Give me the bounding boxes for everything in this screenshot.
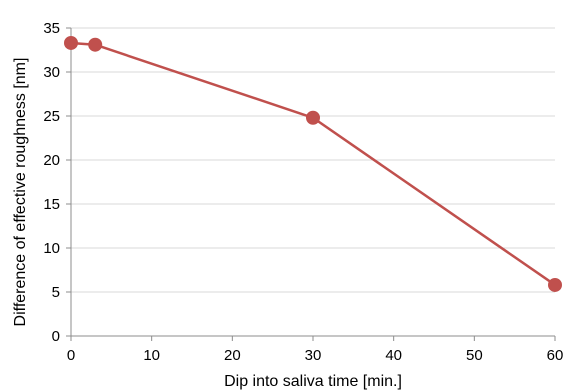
y-tick-label-5: 25 bbox=[43, 108, 60, 125]
y-tick-label-3: 15 bbox=[43, 196, 60, 213]
axes bbox=[70, 28, 555, 337]
data-point-0 bbox=[64, 35, 78, 50]
x-axis-title: Dip into saliva time [min.] bbox=[224, 373, 402, 390]
x-tick-label-5: 50 bbox=[466, 347, 483, 364]
y-tick-label-7: 35 bbox=[43, 20, 60, 37]
tick-labels: 0 5 10 15 20 25 30 35 0 10 20 30 40 50 60 bbox=[43, 20, 563, 364]
x-tick-label-6: 60 bbox=[547, 347, 564, 364]
data-point-1 bbox=[88, 37, 103, 52]
y-tick-label-1: 5 bbox=[52, 284, 60, 301]
gridlines bbox=[71, 27, 555, 293]
x-tick-label-3: 30 bbox=[305, 347, 322, 364]
y-tick-label-4: 20 bbox=[43, 152, 60, 169]
y-tick-label-2: 10 bbox=[43, 240, 60, 257]
y-axis-title: Difference of effective roughness [nm] bbox=[12, 58, 29, 327]
series-layer bbox=[64, 35, 562, 292]
x-tick-label-4: 40 bbox=[385, 347, 402, 364]
series-line-0 bbox=[70, 41, 556, 286]
x-tick-label-2: 20 bbox=[224, 347, 241, 364]
y-tick-label-6: 30 bbox=[43, 64, 60, 81]
x-tick-label-0: 0 bbox=[67, 347, 75, 364]
data-point-3 bbox=[548, 277, 562, 292]
x-tick-label-1: 10 bbox=[143, 347, 160, 364]
data-point-2 bbox=[306, 110, 320, 125]
y-tick-label-0: 0 bbox=[52, 328, 60, 345]
